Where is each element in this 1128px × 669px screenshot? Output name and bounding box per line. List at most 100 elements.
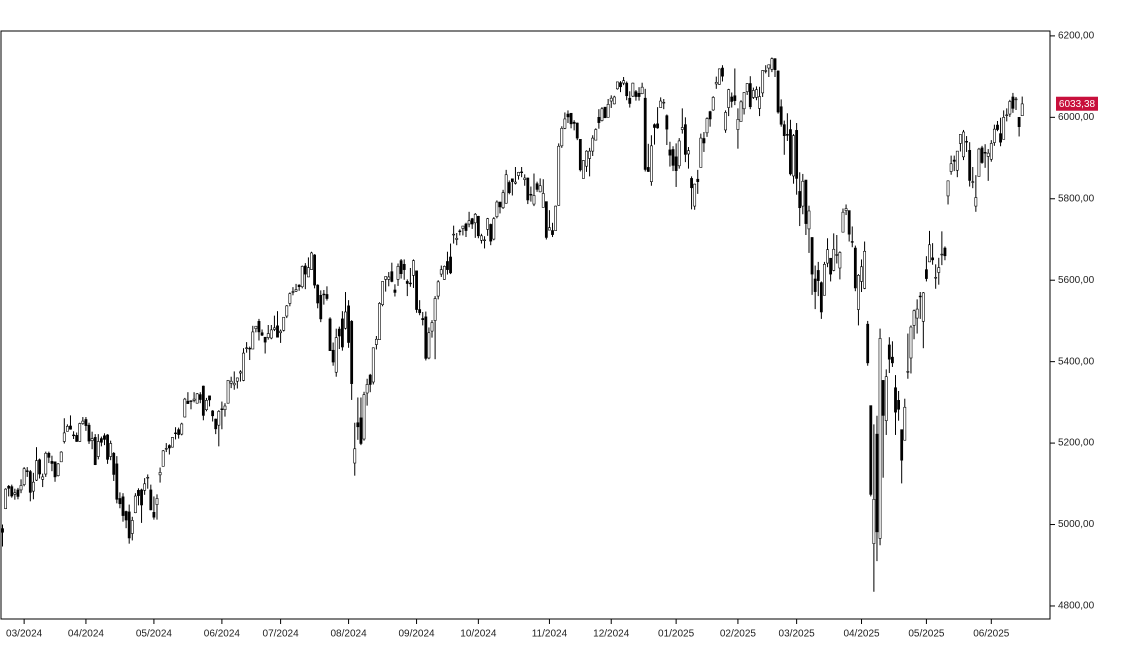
candle-body [597,117,601,123]
candle-body [47,452,51,458]
candle-body [115,463,119,500]
candle-body [263,336,267,343]
candle-body [925,269,928,279]
candle-body [62,432,66,442]
candle-body [745,83,749,92]
candle-body [591,137,595,152]
candle-body [504,174,508,204]
candle-body [872,498,876,544]
candle-body [10,486,14,497]
candle-body [789,129,792,175]
candle-body [887,344,891,360]
candle-body [470,218,474,225]
candle-body [53,461,57,478]
candle-body [273,327,276,330]
candle-body [739,101,743,122]
candle-body [717,68,721,85]
candle-body [365,384,369,394]
candle-body [266,333,270,338]
candle-body [1005,114,1009,116]
candle-body [563,118,567,129]
candle-body [578,139,582,171]
candle-body [232,382,236,386]
candle-body [853,247,857,289]
candle-body [344,311,347,329]
candle-body [693,183,697,207]
x-tick-label: 06/2024 [204,629,241,640]
candle-body [711,97,715,111]
candle-body [223,405,227,410]
candle-body [721,67,724,77]
candle-body [16,489,20,497]
candle-body [458,230,462,233]
candle-body [535,183,539,190]
candle-body [118,498,122,505]
candle-body [764,70,768,72]
candle-body [260,332,264,336]
candle-body [1014,98,1018,101]
candle-body [229,380,233,384]
candle-body [430,322,434,332]
candle-body [316,284,320,304]
candle-body [884,376,888,421]
candle-body [705,118,709,134]
candle-body [656,123,659,129]
candle-body [894,387,897,413]
candle-body [412,260,415,276]
candle-body [455,237,459,240]
candle-body [841,211,845,233]
y-tick-label: 4800,00 [1058,601,1095,612]
candle-body [804,179,808,224]
candle-body [992,128,996,143]
candle-body [96,441,100,457]
candle-body [498,201,502,208]
candle-body [78,423,82,442]
y-tick-label: 5000,00 [1058,519,1095,530]
candle-body [816,270,820,281]
candle-body [541,193,545,208]
last-price-label: 6033,38 [1059,99,1096,110]
candle-body [362,394,366,440]
candle-body [625,82,629,97]
candle-body [1,528,4,533]
candle-body [300,266,304,288]
candle-body [208,395,211,401]
candle-body [634,91,638,97]
candle-body [819,282,823,313]
candle-body [940,253,944,256]
candle-body [640,86,644,95]
candle-body [548,227,551,231]
candle-body [307,267,310,278]
candle-body [776,70,780,113]
candle-body [551,230,554,235]
candle-body [282,316,286,331]
candle-body [612,96,616,105]
candle-body [795,130,799,179]
candle-body [387,276,391,280]
candle-body [254,325,258,329]
candle-body [415,270,418,310]
candle-body [523,177,527,180]
candle-body [143,483,147,491]
candle-body [557,145,561,206]
candle-body [337,328,341,337]
candle-body [585,150,588,167]
candle-body [276,325,279,338]
candle-body [152,512,156,518]
candle-body [674,156,678,171]
candle-body [891,356,894,364]
candle-body [810,237,814,275]
x-tick-label: 10/2024 [460,629,497,640]
candle-body [192,398,196,401]
candle-body [897,400,901,410]
candle-body [356,422,360,428]
candle-body [643,97,647,170]
x-tick-label: 03/2024 [6,629,43,640]
candle-body [483,239,486,241]
candle-body [510,178,514,182]
candle-body [331,349,335,363]
candle-body [742,92,746,110]
candle-body [946,180,950,197]
candle-body [965,141,968,143]
candle-body [371,347,375,383]
